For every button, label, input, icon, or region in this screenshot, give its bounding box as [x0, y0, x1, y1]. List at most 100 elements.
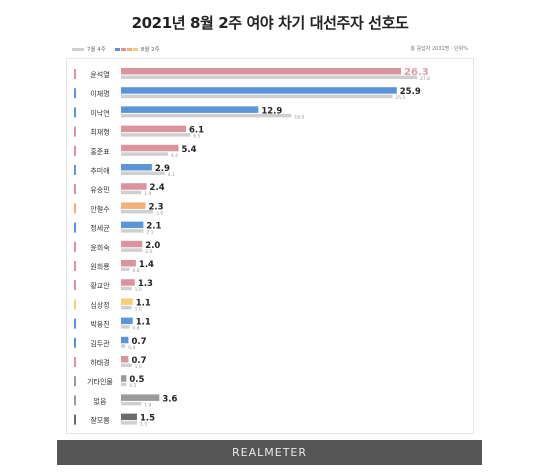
category-label: 이재명: [90, 89, 109, 98]
category-label: 추미애: [90, 166, 109, 175]
value-label-current: 2.9: [155, 164, 170, 174]
value-label-current: 0.5: [129, 375, 144, 385]
value-label-current: 2.3: [148, 202, 163, 212]
value-label-previous: 6.5: [193, 134, 200, 140]
value-label-previous: 1.5: [140, 422, 147, 428]
bar-previous: [121, 267, 130, 271]
category-label: 없음: [94, 397, 107, 405]
bar-previous: [121, 401, 142, 406]
row-marker: [74, 126, 76, 137]
row-marker: [74, 318, 76, 329]
bar-current: [121, 87, 397, 94]
value-label-previous: 0.8: [133, 326, 140, 332]
bar-current: [121, 164, 152, 171]
legend-prev-label: 7월 4주: [87, 47, 106, 53]
bar-current: [121, 125, 186, 133]
category-label: 기타인물: [87, 377, 113, 386]
row-marker: [74, 203, 76, 214]
value-label-previous: 3.0: [156, 210, 163, 216]
bar-previous: [121, 344, 126, 348]
value-label-previous: 1.0: [135, 364, 142, 370]
category-label: 최재형: [90, 128, 109, 137]
bar-current: [121, 317, 133, 325]
legend: 7월 4주 8월 2주: [72, 45, 160, 53]
value-label-previous: 1.9: [144, 402, 151, 408]
category-label: 원희룡: [90, 262, 110, 271]
chart-title: 2021년 8월 2주 여야 차기 대선주자 선호도: [131, 14, 409, 32]
category-label: 안철수: [90, 204, 110, 213]
legend-curr-label: 8월 2주: [140, 47, 160, 53]
row-marker: [74, 376, 76, 387]
bar-previous: [121, 421, 137, 425]
row-marker: [74, 280, 76, 291]
value-label-previous: 4.4: [171, 153, 178, 159]
bar-current: [121, 394, 160, 401]
row-marker: [74, 145, 76, 156]
footer-brand: REALMETER: [57, 440, 482, 465]
value-label-current: 3.6: [162, 394, 177, 404]
category-label: 유승민: [90, 185, 109, 194]
value-label-current: 1.1: [136, 318, 151, 328]
value-label-current: 6.1: [189, 126, 204, 136]
bar-previous: [121, 75, 417, 79]
category-label: 황교안: [90, 281, 110, 290]
row-marker: [74, 184, 76, 195]
bar-current: [121, 144, 179, 152]
bar-previous: [121, 190, 142, 195]
category-label: 심상정: [90, 300, 109, 309]
category-label: 박용진: [90, 320, 109, 329]
value-label-current: 1.3: [138, 279, 153, 289]
row-marker: [74, 107, 76, 118]
row-marker: [74, 88, 76, 99]
value-label-current: 0.7: [131, 356, 146, 366]
value-label-previous: 0.8: [133, 268, 140, 274]
bar-current: [121, 240, 143, 248]
bar-current: [121, 336, 129, 344]
bar-previous: [121, 133, 191, 137]
category-label: 하태경: [90, 358, 109, 367]
category-label: 잘모름: [90, 417, 110, 425]
bar-current: [121, 279, 135, 286]
row-marker: [74, 357, 76, 367]
value-label-current: 1.1: [136, 298, 151, 308]
value-label-current: 2.4: [150, 183, 165, 193]
bar-previous: [121, 382, 127, 387]
value-label-previous: 0.5: [129, 383, 136, 389]
value-label-current: 26.3: [404, 67, 429, 78]
value-label-previous: 25.5: [396, 95, 406, 101]
row-marker: [74, 414, 76, 425]
value-label-previous: 16.0: [294, 114, 304, 120]
bar-previous: [121, 229, 144, 233]
bar-previous: [121, 113, 292, 118]
category-label: 이낙연: [90, 108, 109, 117]
row-marker: [74, 69, 76, 79]
chart-note: 총 응답자 2031명 · 단위%: [410, 46, 468, 52]
bar-current: [121, 106, 259, 113]
bar-previous: [121, 94, 393, 99]
value-label-previous: 4.1: [168, 172, 175, 178]
row-marker: [74, 261, 76, 271]
category-label: 김두관: [90, 339, 110, 348]
row-marker: [74, 165, 76, 175]
row-marker: [74, 337, 76, 348]
bar-previous: [121, 325, 130, 329]
bar-current: [121, 202, 146, 209]
row-marker: [74, 299, 76, 310]
value-label-previous: 1.0: [135, 306, 142, 312]
value-label-previous: 1.0: [135, 287, 142, 293]
legend-prev-swatch: [72, 47, 84, 51]
bar-current: [121, 260, 136, 267]
value-label-previous: 1.9: [144, 191, 151, 197]
bar-current: [121, 356, 129, 363]
bar-current: [121, 221, 144, 229]
value-label-current: 1.4: [139, 260, 154, 270]
legend-curr-swatch: [114, 47, 138, 51]
bar-previous: [121, 286, 132, 291]
value-label-current: 12.9: [261, 106, 282, 116]
value-label-previous: 27.8: [420, 76, 430, 82]
row-marker: [74, 241, 76, 252]
value-label-previous: 0.4: [128, 345, 135, 351]
category-label: 윤석열: [90, 70, 109, 79]
category-label: 정세균: [90, 224, 110, 233]
bar-previous: [121, 363, 132, 367]
